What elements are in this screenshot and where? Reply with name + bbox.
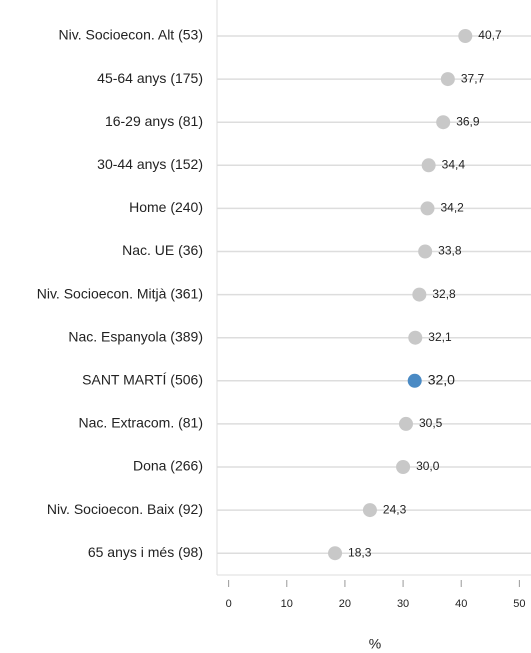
data-label: 34,4 [442, 157, 466, 171]
data-label: 40,7 [478, 28, 502, 42]
x-tick-label: 30 [397, 598, 409, 610]
data-label: 18,3 [348, 545, 372, 559]
dot [396, 460, 411, 474]
data-label: 34,2 [440, 201, 464, 215]
y-tick-label: Nac. Espanyola (389) [68, 328, 203, 344]
x-tick-label: 50 [513, 598, 525, 610]
dot [420, 201, 435, 216]
y-tick-label: 16-29 anys (81) [105, 113, 203, 129]
dot [328, 546, 343, 561]
dot [418, 244, 433, 259]
x-tick-label: 20 [339, 598, 351, 610]
data-label: 36,9 [456, 114, 480, 128]
y-tick-label: Nac. UE (36) [122, 242, 203, 258]
y-tick-label: 30-44 anys (152) [97, 156, 203, 172]
dot [436, 115, 451, 130]
y-tick-label: Dona (266) [133, 458, 203, 474]
x-tick-label: 0 [226, 598, 232, 610]
y-tick-label: Niv. Socioecon. Mitjà (361) [37, 285, 203, 301]
y-tick-label: SANT MARTÍ (506) [82, 372, 203, 388]
data-label: 24,3 [383, 502, 407, 516]
y-tick-label: Niv. Socioecon. Baix (92) [47, 501, 203, 517]
data-label: 32,0 [428, 372, 455, 388]
dot [440, 72, 455, 87]
x-tick-label: 40 [455, 598, 467, 610]
y-tick-label: 45-64 anys (175) [97, 70, 203, 86]
data-label: 30,0 [416, 459, 440, 473]
data-label: 37,7 [461, 71, 485, 85]
data-label: 32,1 [428, 330, 452, 344]
dot [412, 287, 427, 302]
dot [398, 416, 413, 431]
dot [408, 330, 423, 345]
dot [407, 373, 422, 388]
y-tick-label: 65 anys i més (98) [88, 544, 203, 560]
x-tick-label: 10 [281, 598, 293, 610]
x-axis-label: % [369, 636, 381, 652]
dot [362, 503, 377, 518]
dot [458, 29, 473, 43]
dot [421, 158, 436, 173]
y-tick-label: Niv. Socioecon. Alt (53) [59, 27, 203, 43]
data-label: 30,5 [419, 416, 443, 430]
y-tick-label: Home (240) [129, 199, 203, 215]
y-tick-label: Nac. Extracom. (81) [79, 415, 203, 431]
data-label: 33,8 [438, 244, 462, 258]
data-label: 32,8 [432, 287, 456, 301]
